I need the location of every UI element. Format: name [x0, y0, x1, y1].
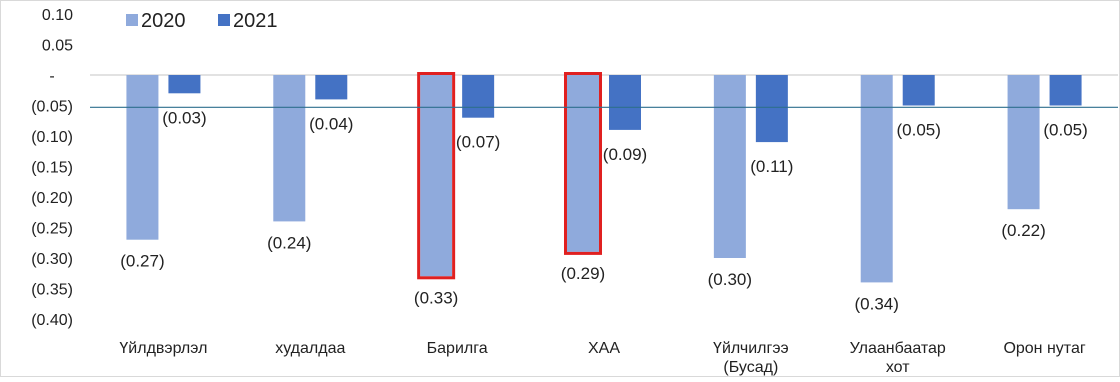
data-label: (0.29)	[561, 264, 605, 283]
x-tick-label: (Бусад)	[723, 359, 778, 376]
data-label: (0.30)	[708, 270, 752, 289]
data-label: (0.04)	[309, 114, 353, 133]
data-label: (0.22)	[1001, 221, 1045, 240]
bar-2020	[567, 75, 599, 252]
data-label: (0.24)	[267, 233, 311, 252]
x-tick-label: Орон нутаг	[1003, 340, 1085, 357]
y-tick-label: (0.25)	[31, 221, 73, 238]
bar-2021	[462, 75, 495, 118]
legend-label: 2021	[233, 10, 278, 32]
data-label: (0.07)	[456, 133, 500, 152]
y-tick-label: 0.05	[42, 38, 73, 55]
y-tick-label: (0.15)	[31, 160, 73, 177]
x-tick-label: Үйлдвэрлэл	[119, 340, 207, 357]
legend-label: 2020	[141, 10, 186, 32]
bar-2021	[1049, 75, 1082, 106]
x-tick-label: Барилга	[427, 340, 488, 357]
bar-2020	[1007, 75, 1040, 210]
y-tick-label: (0.10)	[31, 129, 73, 146]
bar-2021	[609, 75, 641, 130]
bar-2020	[713, 75, 746, 258]
x-tick-label: Үйлчилгээ	[713, 340, 789, 357]
bar-2021	[168, 75, 201, 94]
data-label: (0.09)	[603, 145, 647, 164]
bar-2021	[755, 75, 788, 143]
y-tick-label: (0.20)	[31, 190, 73, 207]
y-tick-label: (0.30)	[31, 251, 73, 268]
legend-swatch	[218, 14, 230, 26]
bar-2021	[315, 75, 348, 100]
y-tick-label: (0.40)	[31, 312, 73, 329]
x-tick-label: ХАА	[588, 340, 620, 357]
y-tick-label: 0.10	[42, 7, 73, 24]
legend-swatch	[126, 14, 138, 26]
x-tick-label: худалдаа	[275, 340, 345, 357]
bar-2020	[126, 75, 159, 240]
y-tick-label: -	[49, 68, 54, 85]
data-label: (0.05)	[1043, 121, 1087, 140]
data-label: (0.05)	[897, 121, 941, 140]
x-tick-label: Улаанбаатар	[850, 340, 946, 357]
data-label: (0.03)	[162, 108, 206, 127]
data-label: (0.11)	[750, 157, 793, 176]
bar-2021	[902, 75, 935, 106]
bar-2020	[273, 75, 306, 222]
highlight-box	[564, 72, 602, 255]
data-label: (0.34)	[855, 294, 899, 313]
bar-2020	[420, 75, 453, 277]
y-tick-label: (0.35)	[31, 282, 73, 299]
data-label: (0.33)	[414, 288, 458, 307]
y-tick-label: (0.05)	[31, 99, 73, 116]
data-label: (0.27)	[120, 252, 164, 271]
bar-2020	[860, 75, 893, 283]
highlight-box	[417, 72, 456, 280]
x-tick-label: хот	[886, 359, 910, 376]
